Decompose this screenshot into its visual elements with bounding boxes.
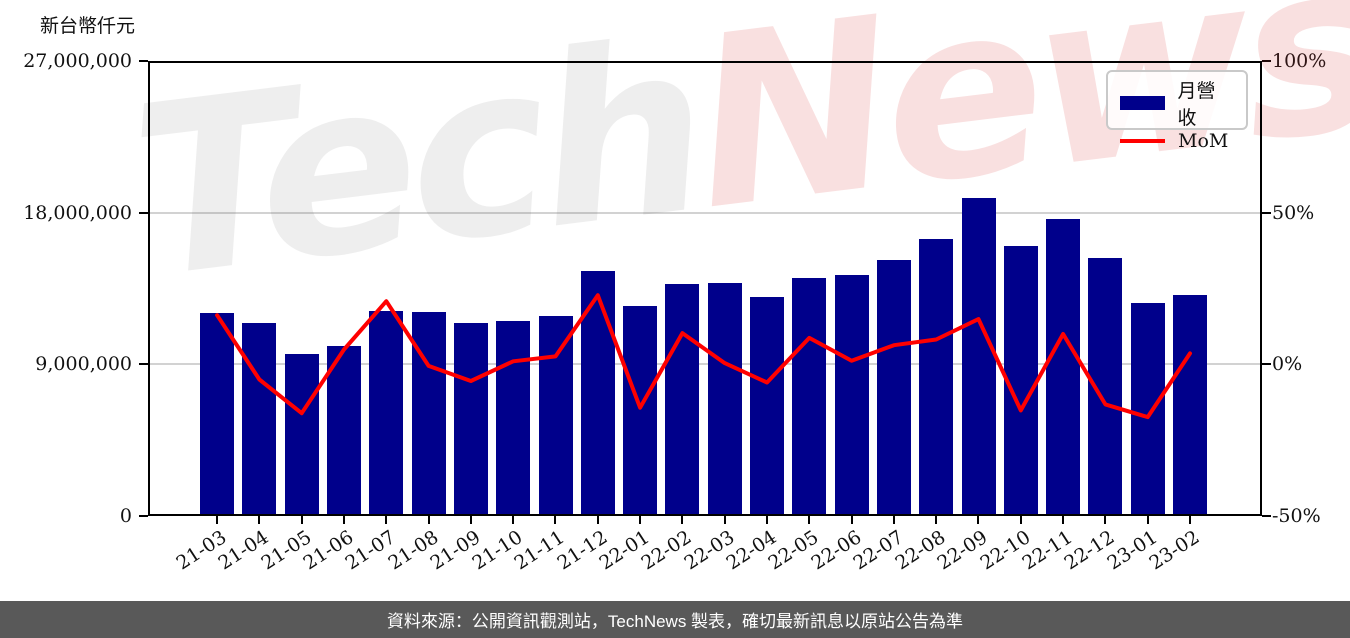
xtick-mark-21-04 bbox=[258, 516, 260, 524]
xtick-mark-22-04 bbox=[766, 516, 768, 524]
xtick-mark-21-10 bbox=[512, 516, 514, 524]
revenue-bar-22-02 bbox=[665, 283, 700, 516]
legend-row-mom: MoM bbox=[1120, 130, 1234, 152]
xtick-mark-21-08 bbox=[428, 516, 430, 524]
mom-line bbox=[215, 293, 1192, 420]
plot-area: TechNews 月營收 MoM bbox=[121, 0, 1350, 516]
legend-mom-label: MoM bbox=[1178, 130, 1229, 152]
xtick-mark-21-09 bbox=[470, 516, 472, 524]
legend-revenue-label: 月營收 bbox=[1177, 80, 1216, 129]
xtick-mark-22-06 bbox=[851, 516, 853, 524]
xtick-mark-22-09 bbox=[977, 516, 979, 524]
revenue-bar-21-10 bbox=[496, 321, 531, 516]
revenue-bar-22-07 bbox=[876, 259, 911, 516]
revenue-bar-22-10 bbox=[1003, 245, 1038, 516]
legend-box: 月營收 MoM bbox=[1106, 70, 1248, 152]
revenue-bar-22-03 bbox=[707, 282, 742, 516]
right-ytick-mark-2 bbox=[1262, 363, 1271, 366]
revenue-bar-22-08 bbox=[919, 238, 954, 516]
right-ytick-label-3: -50% bbox=[1272, 505, 1321, 527]
xtick-mark-23-01 bbox=[1147, 516, 1149, 524]
left-axis-title: 新台幣仟元 bbox=[40, 15, 136, 37]
xtick-mark-21-07 bbox=[385, 516, 387, 524]
source-footer-text: 資料來源：公開資訊觀測站，TechNews 製表，確切最新訊息以原站公告為準 bbox=[386, 612, 964, 631]
revenue-bar-swatch bbox=[1120, 96, 1165, 110]
right-ytick-label-2: 0% bbox=[1272, 353, 1303, 376]
mom-line-layer bbox=[215, 293, 1192, 420]
right-ytick-mark-0 bbox=[1262, 60, 1271, 62]
right-ytick-label-0: 100% bbox=[1272, 50, 1327, 72]
xtick-mark-21-05 bbox=[301, 516, 303, 524]
mom-line-swatch bbox=[1120, 139, 1165, 143]
left-ytick-mark-3 bbox=[139, 515, 148, 517]
revenue-bar-21-07 bbox=[369, 311, 404, 516]
right-ytick-label-1: 50% bbox=[1272, 201, 1315, 224]
xtick-mark-22-03 bbox=[724, 516, 726, 524]
gridline-9m bbox=[148, 363, 1262, 366]
xtick-mark-22-12 bbox=[1104, 516, 1106, 524]
revenue-bar-23-01 bbox=[1130, 302, 1165, 516]
left-ytick-label-1: 18,000,000 bbox=[23, 201, 132, 224]
xtick-mark-23-02 bbox=[1189, 516, 1191, 524]
left-ytick-label-3: 0 bbox=[119, 505, 132, 527]
xtick-mark-21-12 bbox=[597, 516, 599, 524]
left-ytick-mark-1 bbox=[139, 211, 148, 214]
revenue-bar-21-09 bbox=[453, 323, 488, 516]
revenue-bar-21-06 bbox=[327, 346, 361, 516]
revenue-bar-22-09 bbox=[961, 197, 996, 516]
left-ytick-mark-0 bbox=[139, 60, 148, 62]
right-ytick-mark-3 bbox=[1262, 515, 1271, 517]
gridline-18m bbox=[148, 211, 1262, 214]
bars-layer bbox=[148, 61, 1262, 516]
xtick-mark-22-10 bbox=[1020, 516, 1022, 524]
left-ytick-label-0: 27,000,000 bbox=[23, 50, 132, 72]
revenue-bar-21-05 bbox=[284, 354, 319, 516]
revenue-bar-22-11 bbox=[1046, 218, 1081, 516]
xtick-mark-21-06 bbox=[343, 516, 345, 524]
xtick-mark-22-07 bbox=[893, 516, 895, 524]
revenue-bar-21-04 bbox=[242, 323, 277, 516]
revenue-bar-22-04 bbox=[750, 296, 784, 516]
xtick-mark-22-02 bbox=[681, 516, 683, 524]
right-ytick-mark-1 bbox=[1262, 211, 1271, 214]
xtick-mark-22-11 bbox=[1062, 516, 1064, 524]
source-footer: 資料來源：公開資訊觀測站，TechNews 製表，確切最新訊息以原站公告為準 bbox=[0, 601, 1350, 638]
xtick-mark-22-05 bbox=[808, 516, 810, 524]
left-ytick-mark-2 bbox=[139, 363, 148, 366]
revenue-bar-22-06 bbox=[834, 275, 869, 516]
xtick-mark-22-08 bbox=[935, 516, 937, 524]
xtick-mark-22-01 bbox=[639, 516, 641, 524]
legend-row-revenue: 月營收 bbox=[1120, 76, 1234, 130]
revenue-bar-22-05 bbox=[792, 277, 827, 516]
revenue-bar-21-03 bbox=[200, 313, 235, 516]
revenue-bar-23-02 bbox=[1173, 295, 1207, 516]
left-ytick-label-2: 9,000,000 bbox=[35, 353, 132, 376]
xtick-mark-21-11 bbox=[554, 516, 556, 524]
revenue-bar-22-01 bbox=[623, 305, 658, 516]
xtick-mark-21-03 bbox=[216, 516, 218, 524]
revenue-bar-21-11 bbox=[538, 316, 573, 516]
